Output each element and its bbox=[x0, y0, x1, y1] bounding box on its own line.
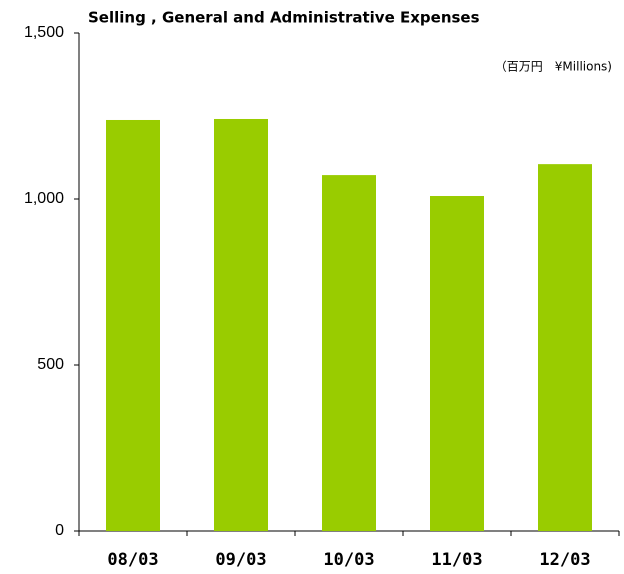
y-tick-label: 0 bbox=[55, 522, 64, 539]
y-tick-label: 1,500 bbox=[24, 24, 64, 41]
x-tick-label: 11/03 bbox=[431, 550, 482, 570]
bar bbox=[106, 119, 160, 531]
x-tick-label: 12/03 bbox=[539, 550, 590, 570]
x-tick-label: 09/03 bbox=[215, 550, 266, 570]
bar bbox=[538, 164, 592, 531]
bar bbox=[214, 118, 268, 531]
chart-title: Selling , General and Administrative Exp… bbox=[88, 9, 480, 27]
y-tick-label: 1,000 bbox=[24, 190, 64, 207]
y-tick-label: 500 bbox=[37, 356, 64, 373]
bar bbox=[322, 175, 376, 531]
x-tick-label: 08/03 bbox=[107, 550, 158, 570]
unit-label: （百万円 ¥Millions) bbox=[495, 60, 612, 74]
bar bbox=[430, 196, 484, 531]
x-tick-label: 10/03 bbox=[323, 550, 374, 570]
